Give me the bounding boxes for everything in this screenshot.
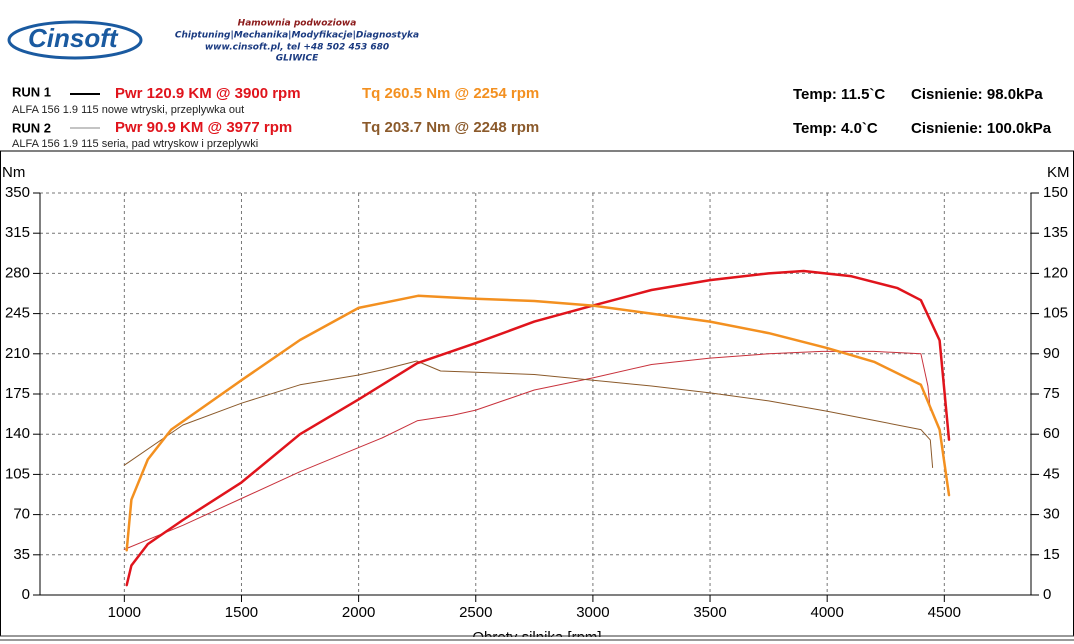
y2-tick-label: 120 (1043, 264, 1068, 281)
power-torque-curve (125, 269, 951, 587)
y2-tick-label: 60 (1043, 425, 1060, 442)
header-city: GLIWICE (276, 54, 319, 64)
y-tick-label: 175 (5, 385, 30, 402)
x-tick-label: 3500 (693, 604, 726, 621)
logo-swoosh (7, 20, 143, 60)
y-tick-label: 210 (5, 345, 30, 362)
run-label: RUN 2 (12, 120, 51, 135)
logo: Cinsoft (28, 23, 119, 53)
y-axis-label: Nm (2, 164, 25, 181)
run-description: ALFA 156 1.9 115 nowe wtryski, przeplywk… (12, 104, 244, 116)
run-pressure: Cisnienie: 100.0kPa (911, 120, 1052, 137)
y2-tick-label: 15 (1043, 546, 1060, 563)
run-label: RUN 1 (12, 84, 51, 99)
y-tick-label: 140 (5, 425, 30, 442)
y2-tick-label: 90 (1043, 345, 1060, 362)
run-temp: Temp: 4.0`C (793, 120, 878, 137)
y-tick-label: 315 (5, 224, 30, 241)
run-power: Pwr 90.9 KM @ 3977 rpm (115, 119, 292, 136)
y2-tick-label: 45 (1043, 465, 1060, 482)
run-torque: Tq 260.5 Nm @ 2254 rpm (362, 85, 539, 102)
x-tick-label: 1000 (108, 604, 141, 621)
power-torque-curve (125, 294, 951, 552)
y2-tick-label: 75 (1043, 385, 1060, 402)
y-tick-label: 0 (22, 586, 30, 603)
x-tick-label: 4000 (810, 604, 843, 621)
header-title: Hamownia podwoziowa (238, 19, 357, 29)
y2-tick-label: 150 (1043, 184, 1068, 201)
y-tick-label: 35 (13, 546, 30, 563)
run-power: Pwr 120.9 KM @ 3900 rpm (115, 85, 301, 102)
y2-tick-label: 105 (1043, 305, 1068, 322)
x-tick-label: 3000 (576, 604, 609, 621)
y-tick-label: 350 (5, 184, 30, 201)
run-pressure: Cisnienie: 98.0kPa (911, 86, 1043, 103)
y-tick-label: 70 (13, 506, 30, 523)
x-tick-label: 2000 (342, 604, 375, 621)
power-torque-curve (123, 360, 934, 468)
y2-tick-label: 30 (1043, 506, 1060, 523)
y-tick-label: 245 (5, 305, 30, 322)
y-tick-label: 280 (5, 264, 30, 281)
header-contact: www.cinsoft.pl, tel +48 502 453 680 (205, 43, 389, 53)
x-tick-label: 2500 (459, 604, 492, 621)
y2-tick-label: 135 (1043, 224, 1068, 241)
y2-axis-label: KM (1047, 164, 1070, 181)
power-torque-curve (123, 350, 931, 550)
x-tick-label: 1500 (225, 604, 258, 621)
header-services: Chiptuning|Mechanika|Modyfikacje|Diagnos… (175, 31, 419, 41)
y-tick-label: 105 (5, 465, 30, 482)
x-tick-label: 4500 (928, 604, 961, 621)
y2-tick-label: 0 (1043, 586, 1051, 603)
run-description: ALFA 156 1.9 115 seria, pad wtryskow i p… (12, 138, 258, 150)
run-torque: Tq 203.7 Nm @ 2248 rpm (362, 119, 539, 136)
run-temp: Temp: 11.5`C (793, 86, 885, 103)
